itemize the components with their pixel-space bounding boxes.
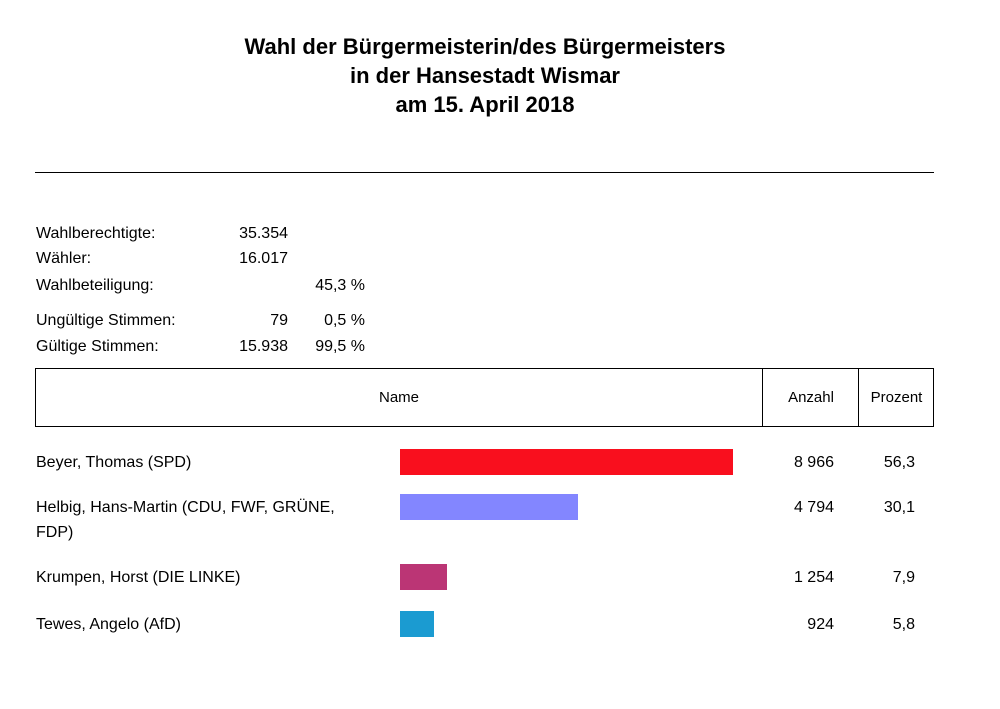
- stat-percent: 99,5 %: [315, 338, 365, 355]
- vote-percent: 7,9: [892, 569, 915, 586]
- vote-percent: 30,1: [883, 499, 915, 516]
- vote-count: 8 966: [793, 454, 834, 471]
- vote-percent: 5,8: [892, 616, 915, 633]
- stat-label: Wahlbeteiligung:: [36, 277, 154, 294]
- header-count: Anzahl: [762, 369, 859, 426]
- stat-label: Wahlberechtigte:: [36, 225, 156, 242]
- candidate-name: Tewes, Angelo (AfD): [36, 616, 181, 633]
- page-title: Wahl der Bürgermeisterin/des Bürgermeist…: [0, 32, 970, 119]
- stat-count: 79: [270, 312, 288, 329]
- divider: [35, 172, 934, 173]
- title-line: in der Hansestadt Wismar: [350, 63, 620, 88]
- vote-percent: 56,3: [883, 454, 915, 471]
- bar: [400, 449, 733, 475]
- stat-label: Gültige Stimmen:: [36, 338, 159, 355]
- header-name: Name: [378, 389, 419, 406]
- candidate-name: Beyer, Thomas (SPD): [36, 454, 192, 471]
- stat-percent: 45,3 %: [315, 277, 365, 294]
- candidate-name: Helbig, Hans-Martin (CDU, FWF, GRÜNE, FD…: [36, 499, 335, 541]
- stat-count: 16.017: [239, 250, 288, 267]
- title-line: Wahl der Bürgermeisterin/des Bürgermeist…: [244, 34, 726, 59]
- stat-label: Wähler:: [36, 250, 92, 267]
- vote-count: 4 794: [793, 499, 834, 516]
- bar: [400, 611, 435, 637]
- stat-percent: 0,5 %: [324, 312, 365, 329]
- stat-count: 35.354: [239, 225, 288, 242]
- bar: [400, 564, 447, 590]
- stat-label: Ungültige Stimmen:: [36, 312, 176, 329]
- candidate-name: Krumpen, Horst (DIE LINKE): [36, 569, 241, 586]
- bar: [400, 494, 579, 520]
- header-percent: Prozent: [858, 369, 934, 426]
- title-line: am 15. April 2018: [395, 92, 575, 117]
- table-header: Name Anzahl Prozent: [35, 368, 934, 427]
- vote-count: 1 254: [793, 569, 834, 586]
- vote-count: 924: [807, 616, 834, 633]
- stat-count: 15.938: [239, 338, 288, 355]
